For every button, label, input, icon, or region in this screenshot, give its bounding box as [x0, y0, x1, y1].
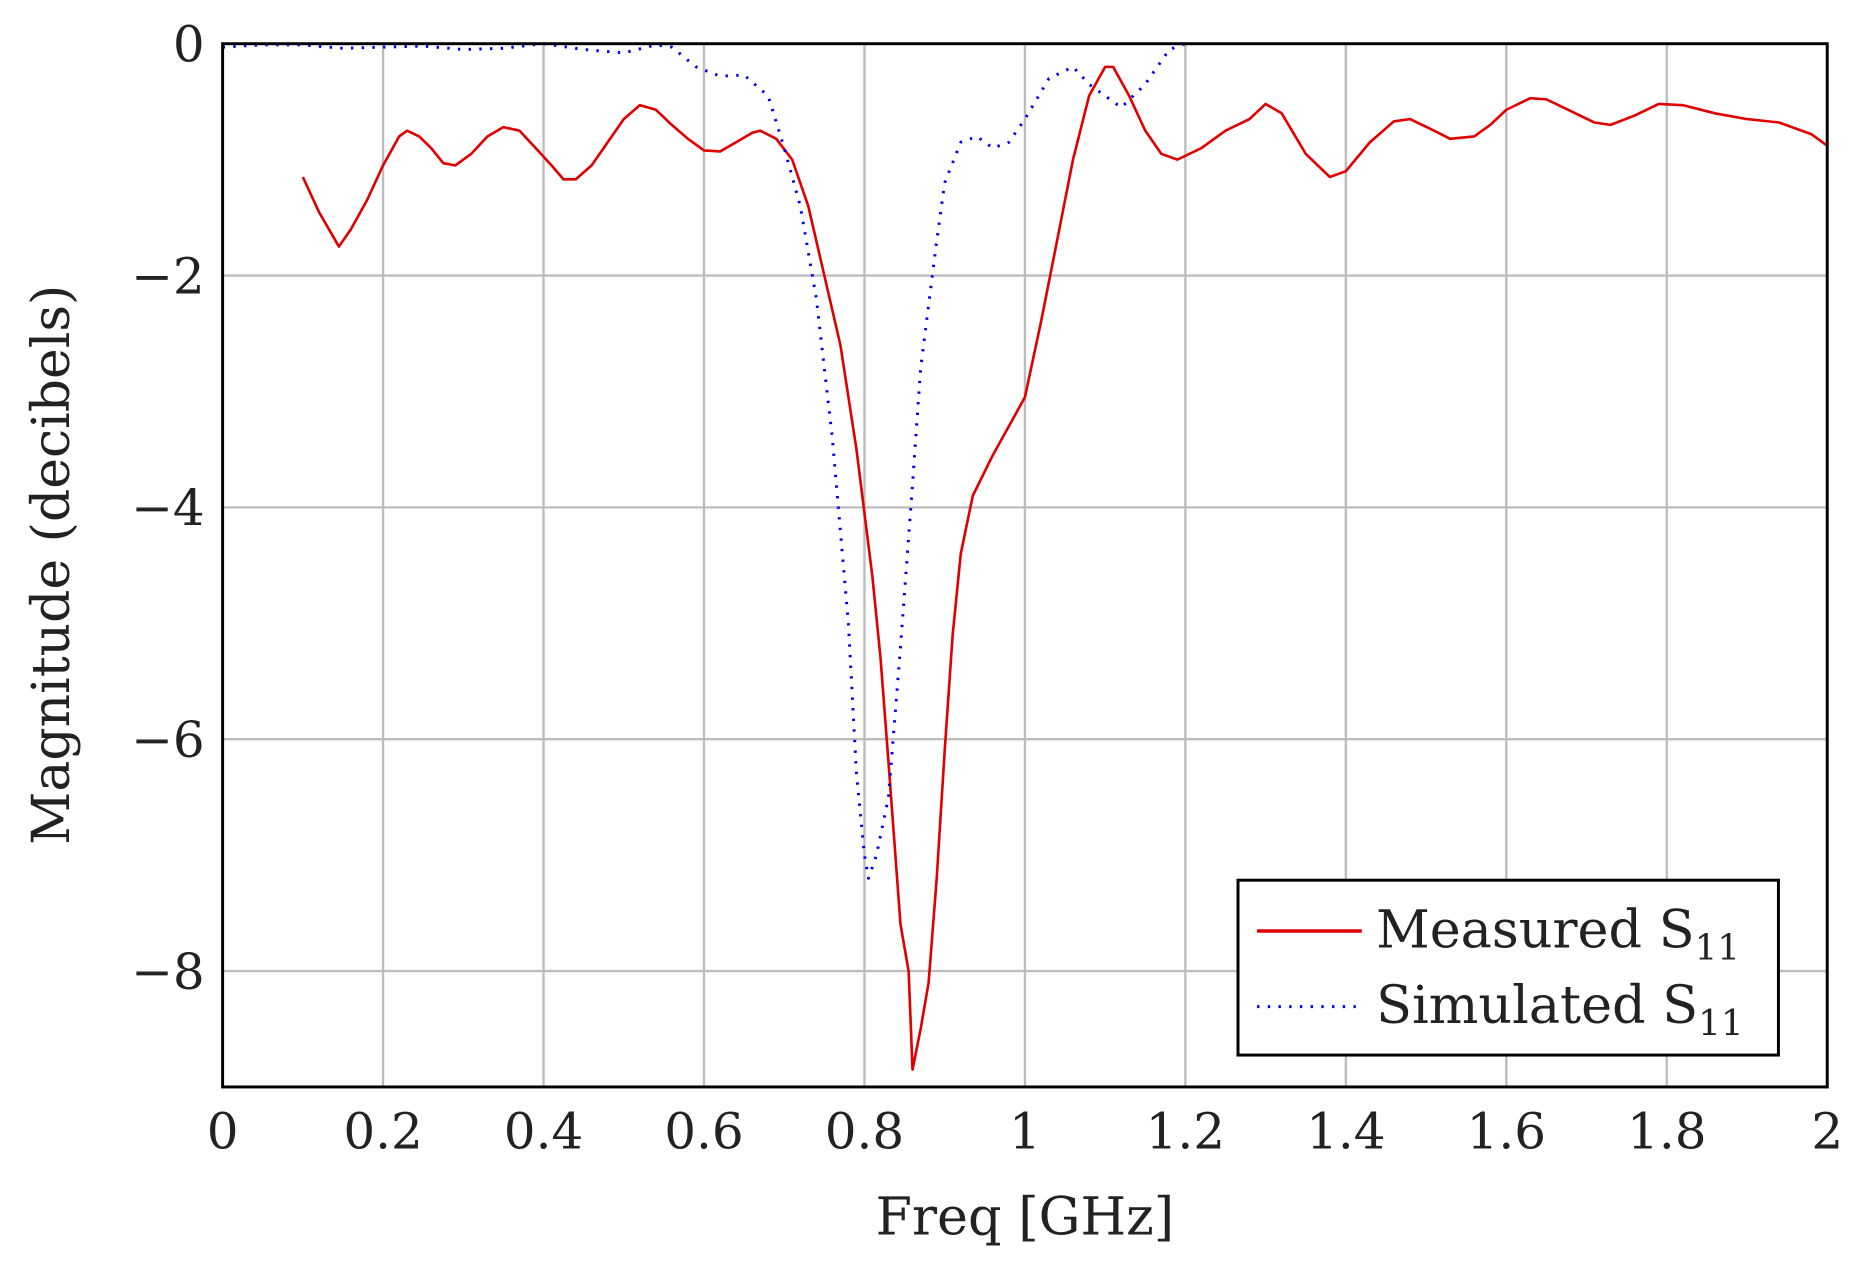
legend-label-simulated: Simulated S11 — [1376, 976, 1743, 1044]
y-tick-label: −8 — [131, 943, 205, 1001]
x-tick-label: 1.4 — [1306, 1103, 1385, 1161]
x-tick-label: 0 — [207, 1103, 239, 1161]
x-tick-label: 1 — [1009, 1103, 1041, 1161]
y-tick-label: −6 — [131, 711, 205, 769]
x-axis-label: Freq [GHz] — [876, 1188, 1174, 1248]
x-tick-label: 2 — [1811, 1103, 1843, 1161]
simulated-s11-line — [222, 42, 1186, 880]
x-tick-label: 0.8 — [825, 1103, 904, 1161]
x-tick-label: 0.6 — [664, 1103, 743, 1161]
legend-box — [1236, 878, 1780, 1057]
plot-frame — [221, 42, 1829, 1089]
x-tick-label: 1.2 — [1146, 1103, 1225, 1161]
x-tick-label: 1.8 — [1627, 1103, 1706, 1161]
y-axis-label: Magnitude (decibels) — [22, 285, 82, 845]
x-tick-label: 0.2 — [343, 1103, 422, 1161]
y-tick-label: −2 — [131, 247, 205, 305]
measured-s11-line — [301, 65, 1829, 1071]
x-tick-label: 1.6 — [1467, 1103, 1546, 1161]
legend: Measured S11 Simulated S11 — [1236, 878, 1780, 1057]
y-tick-label: 0 — [173, 16, 205, 74]
y-tick-label: −4 — [131, 479, 205, 537]
legend-label-measured: Measured S11 — [1376, 901, 1740, 969]
x-tick-labels: 0 0.2 0.4 0.6 0.8 1 1.2 1.4 1.6 1.8 2 — [207, 1103, 1843, 1161]
series-layer — [222, 42, 1829, 1071]
y-tick-labels: 0 −2 −4 −6 −8 — [131, 16, 205, 1001]
x-tick-label: 0.4 — [504, 1103, 583, 1161]
